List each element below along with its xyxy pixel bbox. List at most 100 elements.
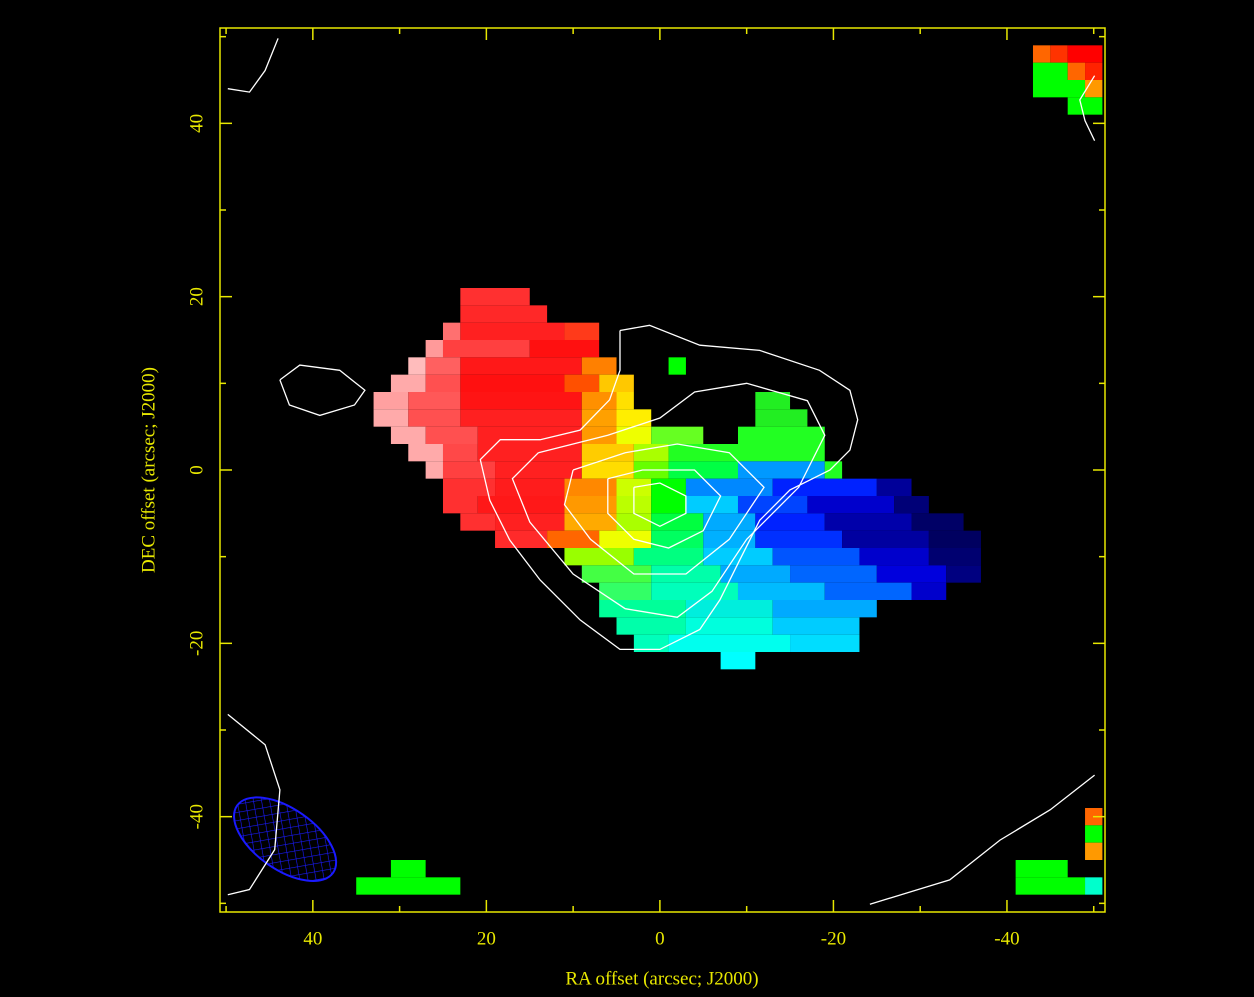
x-tick-label: -20 [821, 928, 846, 949]
y-tick-label: -40 [186, 804, 207, 829]
pixel-cell [443, 461, 495, 478]
y-axis-label: DEC offset (arcsec; J2000) [138, 367, 159, 573]
pixel-cell [460, 323, 564, 340]
pixel-cell [599, 375, 634, 392]
pixel-cell [374, 409, 409, 426]
pixel-cell [408, 357, 425, 374]
pixel-cell [755, 531, 842, 548]
chart: 40200-20-4040200-20-40 RA offset (arcsec… [0, 0, 1254, 997]
pixel-cell [1085, 825, 1102, 842]
pixel-cell [807, 496, 894, 513]
pixel-cell [564, 323, 599, 340]
pixel-cell [912, 583, 947, 600]
pixel-cell [599, 531, 651, 548]
pixel-cell [426, 340, 443, 357]
pixel-cell [1068, 45, 1103, 62]
pixel-cell [460, 392, 581, 409]
pixel-cell [894, 496, 929, 513]
pixel-cell [773, 548, 860, 565]
pixel-cell [686, 617, 773, 634]
pixel-cell [773, 479, 877, 496]
pixel-cell [946, 565, 981, 582]
pixel-cell [669, 357, 686, 374]
pixel-cell [721, 652, 756, 669]
pixel-cell [391, 860, 426, 877]
pixel-cell [617, 409, 652, 426]
x-tick-label: 40 [303, 928, 322, 949]
pixel-cell [1085, 877, 1102, 894]
pixel-cell [564, 479, 616, 496]
pixel-cell [1050, 45, 1067, 62]
pixel-cell [460, 305, 547, 322]
pixel-cell [877, 479, 912, 496]
pixel-cell [460, 513, 495, 530]
pixel-cell [825, 513, 912, 530]
y-tick-label: 0 [186, 465, 207, 475]
pixel-cell [651, 427, 703, 444]
pixel-cell [391, 427, 426, 444]
pixel-cell [530, 340, 599, 357]
pixel-cell [460, 409, 581, 426]
pixel-cell [582, 409, 617, 426]
pixel-cell [478, 427, 582, 444]
x-tick-label: 0 [655, 928, 665, 949]
pixel-cell [617, 427, 652, 444]
pixel-cell [842, 531, 929, 548]
pixel-cell [443, 340, 530, 357]
pixel-cell [582, 427, 617, 444]
pixel-cell [825, 583, 912, 600]
pixel-cell [426, 461, 443, 478]
pixel-cell [1033, 80, 1085, 97]
pixel-cell [686, 600, 773, 617]
pixel-cell [1033, 45, 1050, 62]
pixel-cell [1033, 63, 1068, 80]
pixel-cell [738, 461, 825, 478]
pixel-cell [1085, 843, 1102, 860]
page: 40200-20-4040200-20-40 RA offset (arcsec… [0, 0, 1254, 997]
pixel-cell [582, 357, 617, 374]
pixel-cell [408, 409, 460, 426]
x-tick-label: 20 [477, 928, 496, 949]
pixel-cell [599, 583, 651, 600]
pixel-cell [408, 392, 460, 409]
pixel-cell [634, 548, 703, 565]
y-tick-label: 20 [186, 287, 207, 306]
pixel-cell [929, 531, 981, 548]
pixel-cell [755, 409, 807, 426]
pixel-cell [773, 617, 860, 634]
pixel-cell [686, 496, 738, 513]
pixel-cell [738, 583, 825, 600]
pixel-cell [374, 392, 409, 409]
pixel-cell [564, 375, 599, 392]
pixel-cell [651, 496, 686, 513]
pixel-cell [617, 617, 686, 634]
pixel-cell [859, 548, 928, 565]
pixel-cell [877, 565, 946, 582]
pixel-cell [755, 513, 824, 530]
x-tick-label: -40 [994, 928, 1019, 949]
pixel-cell [564, 548, 633, 565]
pixel-cell [408, 444, 443, 461]
y-tick-label: 40 [186, 114, 207, 133]
pixel-cell [443, 444, 478, 461]
y-tick-label: -20 [186, 631, 207, 656]
pixel-cell [825, 461, 842, 478]
pixel-cell [738, 427, 825, 444]
pixel-cell [495, 479, 564, 496]
pixel-cell [426, 357, 461, 374]
pixel-cell [929, 548, 981, 565]
pixel-cell [651, 513, 703, 530]
pixel-cell [426, 375, 461, 392]
pixel-cell [443, 496, 478, 513]
pixel-cell [356, 877, 460, 894]
pixel-cell [669, 635, 790, 652]
pixel-cell [617, 392, 634, 409]
pixel-cell [790, 635, 859, 652]
pixel-cell [391, 375, 426, 392]
pixel-cell [460, 375, 564, 392]
pixel-cell [1016, 860, 1068, 877]
pixel-cell [564, 496, 616, 513]
pixel-cell [460, 288, 529, 305]
pixel-cell [599, 600, 686, 617]
pixel-cell [1016, 877, 1085, 894]
